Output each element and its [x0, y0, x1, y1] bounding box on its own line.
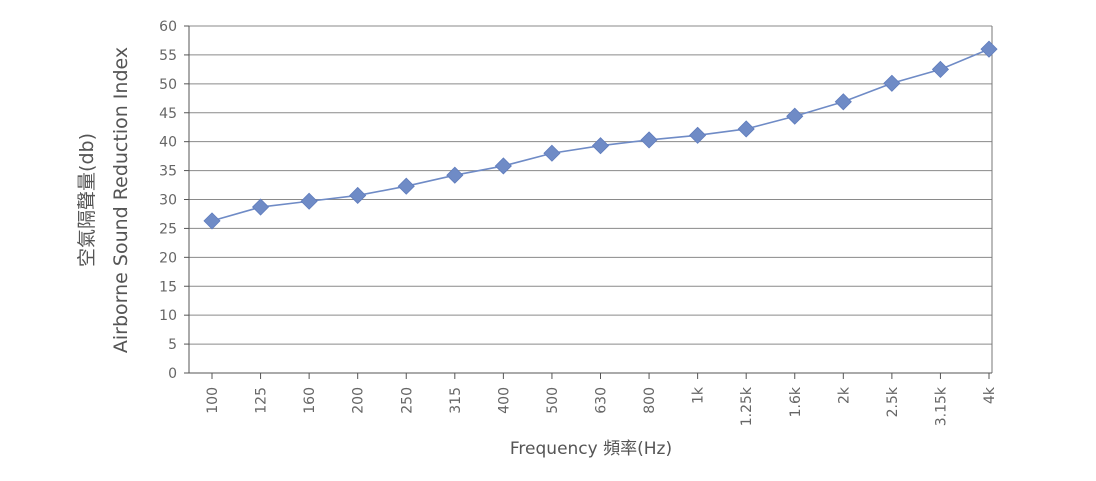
- y-tick-label: 40: [159, 135, 177, 151]
- y-tick-label: 15: [159, 279, 177, 295]
- x-tick-label: 630: [594, 387, 610, 414]
- y-tick-label: 45: [159, 106, 177, 122]
- data-point-marker: [931, 60, 950, 78]
- y-tick-label: 0: [168, 366, 177, 382]
- data-point-marker: [349, 186, 367, 205]
- data-point-marker: [251, 198, 270, 216]
- x-tick-label: 3.15k: [933, 386, 949, 426]
- data-point-marker: [980, 40, 998, 58]
- x-tick-label: 1k: [691, 386, 707, 404]
- y-tick-label: 50: [159, 77, 177, 93]
- y-tick-label: 60: [159, 19, 177, 35]
- x-tick-label: 1.6k: [788, 386, 804, 417]
- x-tick-label: 250: [399, 387, 415, 414]
- data-point-marker: [883, 74, 901, 92]
- data-point-marker: [397, 177, 415, 195]
- y-tick-label: 35: [159, 164, 177, 180]
- y-axis-title-chinese: 空氣隔聲量(db): [76, 133, 98, 267]
- x-tick-label: 125: [254, 387, 270, 414]
- data-point-marker: [494, 157, 512, 175]
- x-tick-label: 400: [496, 387, 512, 414]
- x-tick-label: 1.25k: [739, 386, 755, 426]
- y-tick-label: 25: [159, 221, 177, 237]
- data-point-marker: [786, 107, 804, 125]
- y-axis-title: 空氣隔聲量(db) Airborne Sound Reduction Index: [76, 47, 132, 353]
- y-tick-label: 20: [159, 250, 177, 266]
- x-tick-label: 315: [448, 387, 464, 414]
- x-tick-label: 200: [351, 387, 367, 414]
- x-axis-title: Frequency 頻率(Hz): [510, 439, 672, 459]
- x-tick-label: 160: [302, 387, 318, 414]
- data-point-marker: [543, 144, 561, 162]
- series-line: [211, 48, 990, 222]
- data-point-marker: [737, 120, 755, 138]
- y-tick-label: 55: [159, 48, 177, 64]
- data-point-marker: [300, 192, 318, 210]
- x-tick-label: 100: [205, 387, 221, 414]
- series-markers: [203, 40, 998, 230]
- x-axis-ticks: 100 125 160 200 250 315 400 500 630 800 1k 1.25k 1.6…: [205, 373, 998, 426]
- data-point-marker: [834, 93, 852, 111]
- data-point-marker: [640, 131, 658, 149]
- data-point-marker: [689, 126, 707, 144]
- y-axis-title-english: Airborne Sound Reduction Index: [110, 47, 132, 353]
- axis-lines: [184, 25, 993, 374]
- data-point-marker: [203, 212, 221, 230]
- x-tick-label: 500: [545, 387, 561, 414]
- x-tick-label: 2k: [836, 386, 852, 404]
- y-tick-label: 5: [168, 337, 177, 353]
- x-tick-label: 800: [642, 387, 658, 414]
- data-point-marker: [591, 137, 610, 155]
- data-point-marker: [446, 166, 464, 184]
- x-tick-label: 4k: [982, 386, 998, 404]
- y-tick-label: 30: [159, 193, 177, 209]
- y-tick-label: 10: [159, 308, 177, 324]
- x-tick-label: 2.5k: [885, 386, 901, 417]
- y-axis-ticks: 0 5 10 15 20 25 30 35 40 45 50 55 60: [159, 19, 177, 382]
- grid-lines: [189, 25, 992, 345]
